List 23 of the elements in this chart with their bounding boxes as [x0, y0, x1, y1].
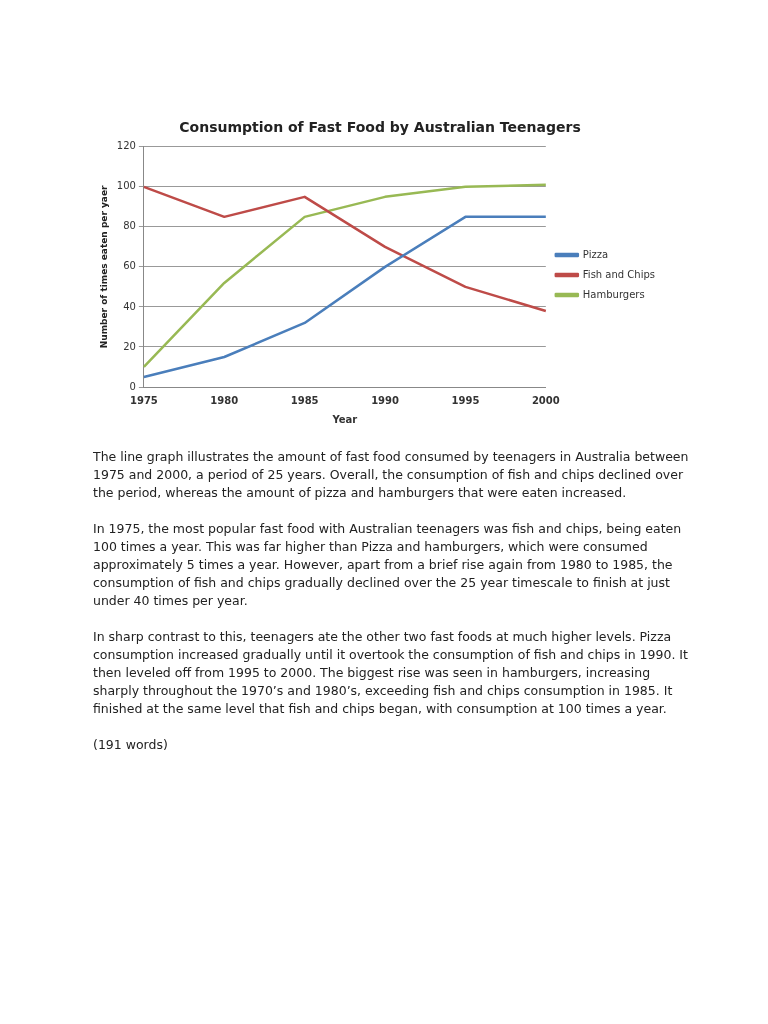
y-tick-label: 60	[123, 260, 136, 272]
y-tick-label: 40	[123, 300, 136, 312]
y-tick-label: 80	[123, 220, 136, 232]
text: (191 words)	[93, 736, 169, 754]
x-tick-label: 1975	[129, 394, 158, 406]
legend-label: Hamburgers	[582, 288, 645, 300]
x-tick-label: 1985	[290, 394, 319, 406]
text: The line graph illustrates the amount of fast food consumed by teenagers in Australia between 1975 and 2000, a period of 25 years. Overall, the consumption of fish and chips declined over the period, whereas the amount of pizza and hamburgers that were eaten increased.	[93, 448, 690, 502]
x-tick-label: 1990	[371, 394, 399, 406]
y-tick-label: 0	[129, 380, 136, 392]
y-tick-label: 20	[123, 340, 136, 352]
x-tick-label: 1980	[210, 394, 239, 406]
chart-title: Consumption of Fast Food by Australian Teenagers	[179, 119, 581, 136]
y-tick-label: 120	[116, 140, 136, 152]
y-tick-label: 100	[116, 180, 136, 192]
text: In 1975, the most popular fast food with Australian teenagers was fish and chips, being eaten 100 times a year. This was far higher than Pizza and hamburgers, which were consumed approximately 5 times a year. However, apart from a brief rise again from 1980 to 1985, the consumption of fish and chips gradually declined over the 25 year timescale to finish at just under 40 times per year.	[93, 520, 683, 610]
y-axis-title: Number of times eaten per yaer	[98, 184, 109, 349]
text: In sharp contrast to this, teenagers ate the other two fast foods at much higher levels. Pizza consumption increased gradually until it overtook the consumption of fish and chips in 1990. It then leveled off from 1995 to 2000. The biggest rise was seen in hamburgers, increasing sharply throughout the 1970’s and 1980’s, exceeding fish and chips consumption in 1985. It finished at the same level that fish and chips began, with consumption at 100 times a year.	[93, 628, 689, 718]
legend-label: Fish and Chips	[582, 268, 656, 280]
x-tick-label: 1995	[451, 394, 480, 406]
x-axis-title: Year	[331, 413, 358, 425]
legend-label: Pizza	[582, 248, 609, 260]
x-tick-label: 2000	[531, 394, 560, 406]
